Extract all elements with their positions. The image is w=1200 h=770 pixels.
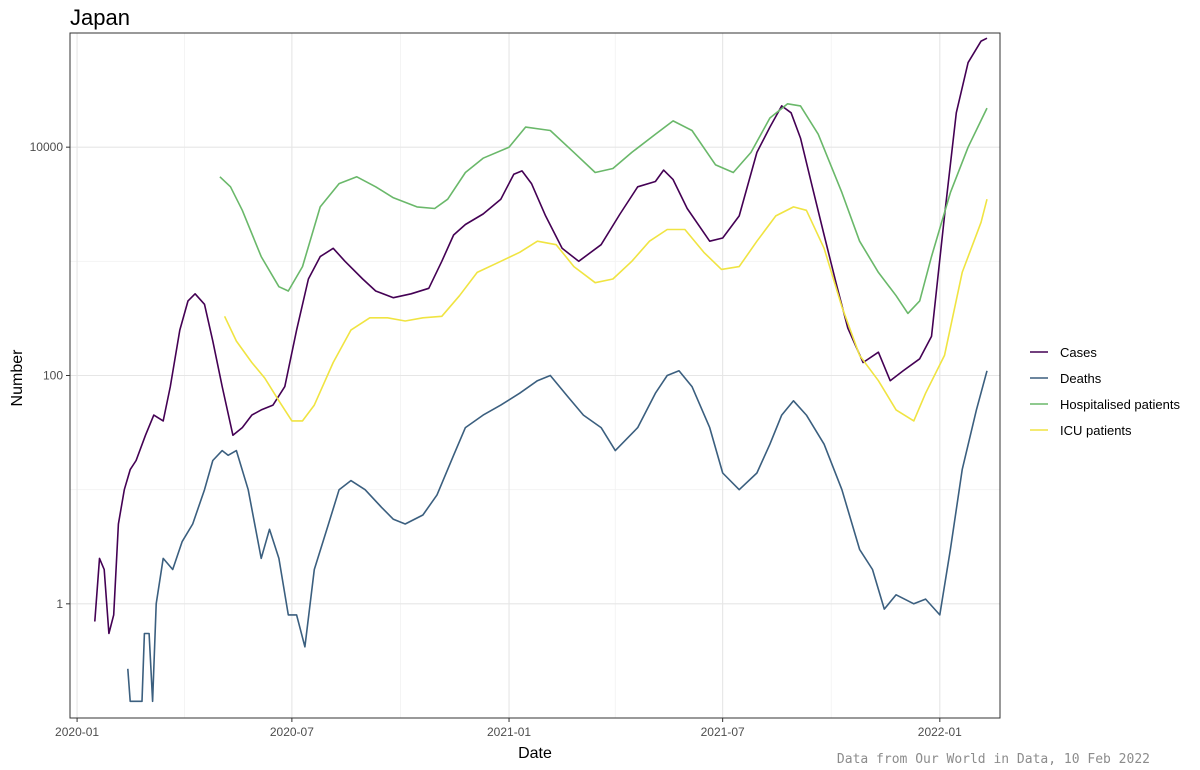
x-tick-label: 2020-01 <box>55 725 99 739</box>
x-tick-label: 2020-07 <box>270 725 314 739</box>
y-tick-label: 100 <box>43 369 63 383</box>
y-axis: 1 100 10000 <box>30 140 70 611</box>
chart-title: Japan <box>70 5 130 30</box>
series-line-cases <box>94 37 988 635</box>
series-layer <box>94 37 988 703</box>
legend-label: Deaths <box>1060 371 1102 386</box>
series-line-deaths <box>127 370 988 703</box>
y-tick-label: 1 <box>56 597 63 611</box>
x-axis-title: Date <box>518 745 552 762</box>
legend-label: Hospitalised patients <box>1060 397 1180 412</box>
legend-item-cases: Cases <box>1030 345 1097 360</box>
legend-item-icu-patients: ICU patients <box>1030 423 1132 438</box>
y-axis-title: Number <box>9 349 26 407</box>
legend-item-hospitalised-patients: Hospitalised patients <box>1030 397 1180 412</box>
data-source-caption: Data from Our World in Data, 10 Feb 2022 <box>837 752 1150 767</box>
x-tick-label: 2021-07 <box>701 725 745 739</box>
series-line-icu-patients <box>223 199 988 422</box>
x-tick-label: 2021-01 <box>487 725 531 739</box>
legend-item-deaths: Deaths <box>1030 371 1102 386</box>
y-tick-label: 10000 <box>30 140 64 154</box>
series-line-hospitalised-patients <box>219 103 988 315</box>
legend: Cases Deaths Hospitalised patients ICU pati… <box>1030 345 1180 438</box>
x-axis: 2020-01 2020-07 2021-01 2021-07 2022-01 <box>55 718 962 739</box>
legend-label: Cases <box>1060 345 1097 360</box>
legend-label: ICU patients <box>1060 423 1132 438</box>
x-tick-label: 2022-01 <box>918 725 962 739</box>
